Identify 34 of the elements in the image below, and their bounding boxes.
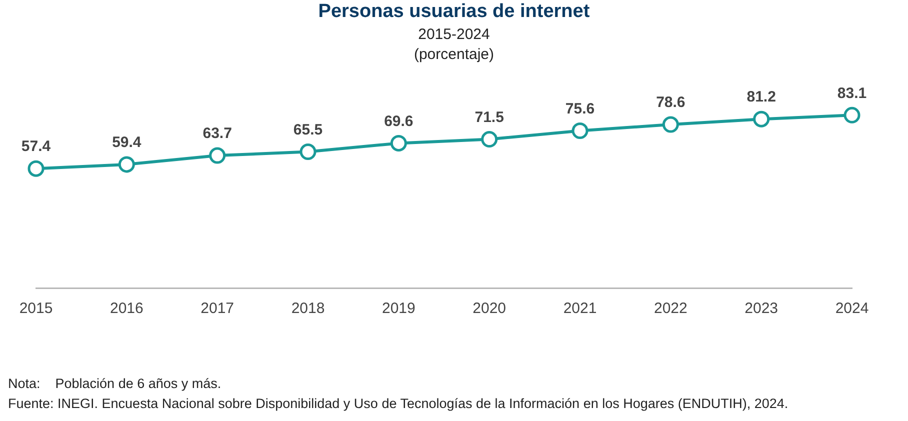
point — [481, 131, 498, 148]
x-tick-label: 2015 — [19, 300, 53, 318]
chart-subtitle: 2015-2024 (porcentaje) — [412, 25, 496, 65]
x-tick-label: 2018 — [291, 300, 325, 318]
x-tick-label: 2016 — [110, 300, 144, 318]
data-label: 69.6 — [384, 112, 414, 130]
data-label: 65.5 — [293, 121, 323, 138]
point — [118, 156, 135, 173]
source-note: Fuente: INEGI. Encuesta Nacional sobre Disponibilidad y Uso de Tecnologías de la Información en los Hogares (ENDUTIH), 2024. — [8, 396, 788, 411]
point — [28, 160, 44, 177]
x-tick-label: 2024 — [835, 300, 869, 318]
data-label: 63.7 — [202, 125, 232, 142]
text: Nota: Población de 6 años y más. — [8, 376, 222, 391]
point — [753, 110, 770, 128]
x-tick-label: 2020 — [472, 300, 506, 318]
point — [844, 106, 860, 124]
x-tick-label: 2022 — [654, 300, 688, 318]
data-label: 78.6 — [656, 94, 686, 112]
x-tick-label: 2019 — [382, 300, 416, 318]
data-label: 71.5 — [474, 108, 504, 126]
data-label: 57.4 — [21, 138, 52, 156]
data-label: 83.1 — [837, 84, 867, 102]
data-label: 81.2 — [746, 88, 776, 106]
x-tick-label: 2017 — [200, 300, 234, 318]
point — [390, 134, 407, 152]
point — [662, 116, 679, 133]
data-label: 75.6 — [565, 100, 595, 118]
point — [209, 147, 226, 164]
x-tick-label: 2021 — [563, 300, 597, 318]
data-label: 59.4 — [112, 134, 142, 152]
x-tick-label: 2023 — [744, 300, 778, 318]
chart-title: Personas usuarias de internet — [317, 1, 591, 23]
point — [572, 122, 588, 139]
point — [300, 144, 316, 160]
